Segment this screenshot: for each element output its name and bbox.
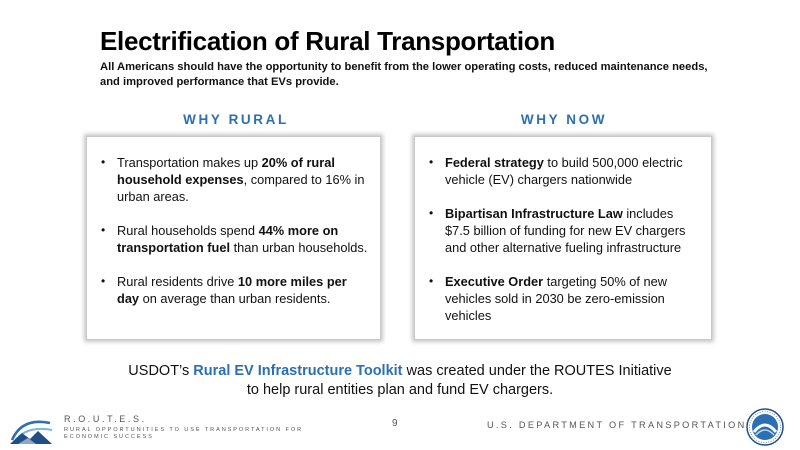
- bullet-icon: •: [429, 206, 434, 220]
- item-text: Rural households spend: [117, 223, 259, 238]
- why-now-box: • Federal strategy to build 500,000 elec…: [414, 136, 712, 340]
- item-text: to build 500,000 electric vehicle (EV) c…: [445, 155, 683, 187]
- toolkit-text: USDOT’s: [128, 363, 194, 379]
- why-rural-box: • Transportation makes up 20% of rural h…: [86, 136, 381, 340]
- item-text: Rural residents drive: [117, 274, 238, 289]
- toolkit-text: was created under the ROUTES Initiative: [402, 363, 672, 379]
- toolkit-link[interactable]: Rural EV Infrastructure Toolkit: [193, 363, 403, 379]
- item-emphasis: 10 more miles per day: [117, 274, 347, 306]
- item-emphasis: Bipartisan Infrastructure Law: [445, 206, 623, 221]
- slide-subtitle: All Americans should have the opportunit…: [100, 61, 708, 88]
- item-text: on average than urban residents.: [139, 291, 331, 306]
- bullet-icon: •: [101, 155, 106, 169]
- item-emphasis: 20% of rural household expenses: [117, 155, 335, 187]
- bullet-icon: •: [429, 274, 434, 288]
- routes-subtitle: RURAL OPPORTUNITIES TO USE TRANSPORTATIO…: [64, 427, 304, 440]
- why-now-list: • Federal strategy to build 500,000 elec…: [415, 137, 711, 324]
- item-text: , compared to 16% in urban areas.: [117, 172, 365, 204]
- toolkit-text-line2: to help rural entities plan and fund EV …: [246, 382, 554, 398]
- bullet-icon: •: [429, 155, 434, 169]
- why-rural-heading: WHY RURAL: [183, 112, 289, 127]
- list-item: • Transportation makes up 20% of rural h…: [87, 154, 380, 205]
- dot-seal-icon: [746, 408, 784, 446]
- item-text: includes $7.5 billion of funding for new…: [445, 206, 686, 255]
- list-item: • Rural residents drive 10 more miles pe…: [87, 273, 380, 307]
- toolkit-statement: USDOT’s Rural EV Infrastructure Toolkit …: [80, 362, 720, 400]
- item-text: targeting 50% of new vehicles sold in 20…: [445, 274, 667, 323]
- list-item: • Rural households spend 44% more on tra…: [87, 222, 380, 256]
- bullet-icon: •: [101, 223, 106, 237]
- item-emphasis: 44% more on transportation fuel: [117, 223, 339, 255]
- routes-logo-icon: [10, 420, 53, 444]
- item-text: than urban households.: [230, 240, 368, 255]
- why-rural-list: • Transportation makes up 20% of rural h…: [87, 137, 380, 307]
- item-emphasis: Executive Order: [445, 274, 544, 289]
- list-item: • Bipartisan Infrastructure Law includes…: [415, 205, 711, 256]
- routes-title: R.O.U.T.E.S.: [64, 414, 147, 424]
- bullet-icon: •: [101, 274, 106, 288]
- why-now-heading: WHY NOW: [520, 112, 608, 127]
- department-name: U.S. DEPARTMENT OF TRANSPORTATION: [487, 420, 747, 430]
- list-item: • Federal strategy to build 500,000 elec…: [415, 154, 711, 188]
- item-emphasis: Federal strategy: [445, 155, 544, 170]
- slide-title: Electrification of Rural Transportation: [100, 26, 555, 56]
- list-item: • Executive Order targeting 50% of new v…: [415, 273, 711, 324]
- page-number: 9: [392, 418, 398, 429]
- item-text: Transportation makes up: [117, 155, 262, 170]
